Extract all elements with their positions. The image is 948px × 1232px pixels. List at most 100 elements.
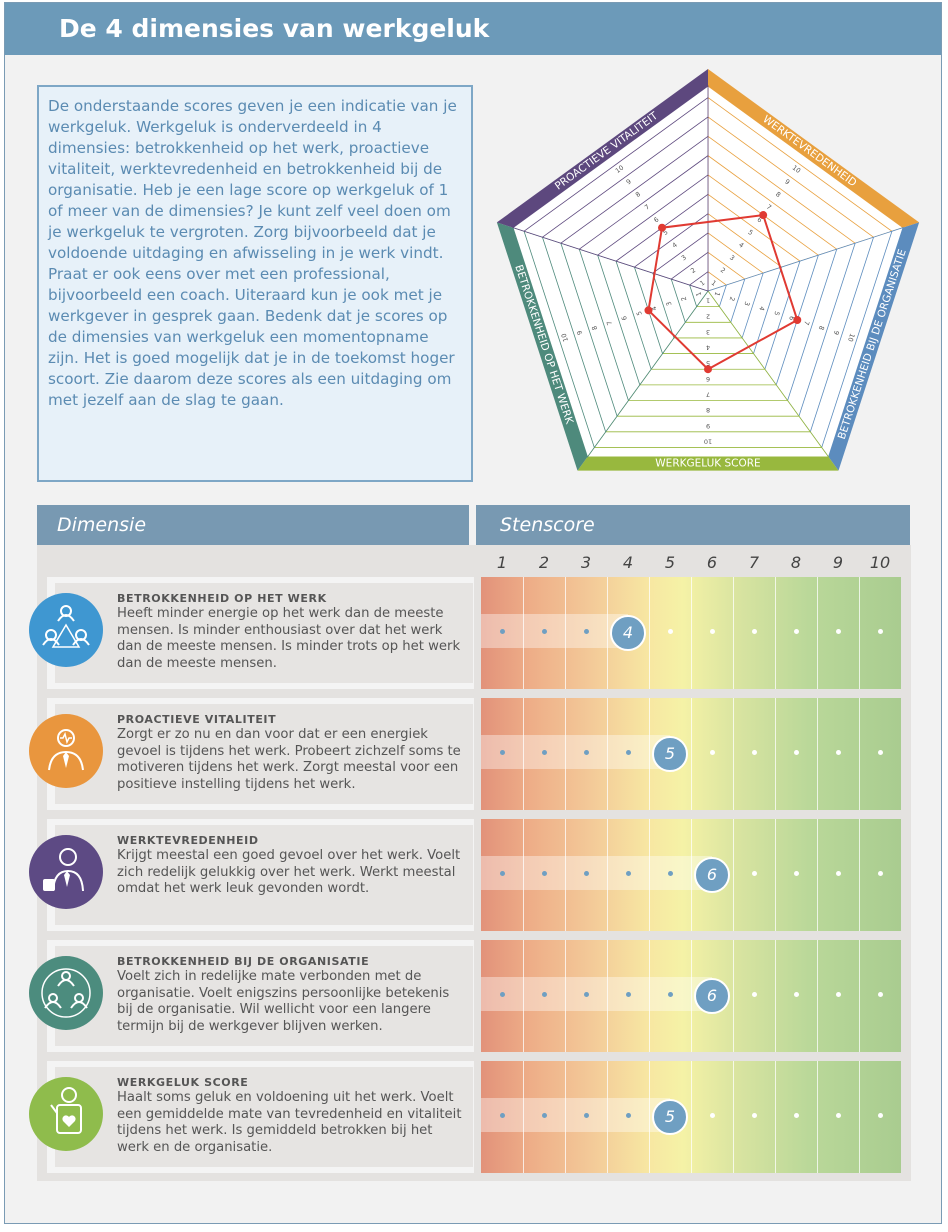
dimension-description: Haalt soms geluk en voldoening uit het w… [117,1090,462,1155]
scale-gridline [859,577,860,689]
radar-band [708,69,920,228]
radar-tick-label: 5 [706,359,710,367]
scale-dot [499,992,505,997]
radar-tick-label: 6 [652,215,660,224]
radar-gridline [707,193,801,262]
radar-tick-label: 1 [706,297,710,305]
dimension-row: WERKTEVREDENHEID Krijgt meestal een goed … [29,819,911,931]
page-header: De 4 dimensies van werkgeluk [5,3,941,55]
radar-tick-label: 3 [742,300,751,306]
radar-gridline [707,213,782,268]
radar-score-point [644,306,653,315]
scale-gridline [649,577,650,689]
radar-gridline [542,116,709,238]
scale-gridline [607,1061,608,1173]
radar-gridline [652,272,675,339]
radar-band [496,222,588,471]
score-band [481,856,712,890]
radar-gridline [707,97,893,232]
radar-gridline [597,174,709,256]
scale-number: 6 [706,553,718,572]
score-marker: 4 [610,615,646,651]
radar-tick-label: 2 [706,312,710,320]
intro-text: De onderstaande scores geven je een indi… [48,97,457,409]
scale-gridline [817,940,818,1052]
scale-gridline [607,577,608,689]
radar-tick-label: 2 [719,266,727,275]
radar-tick-label: 2 [689,266,697,275]
scale-dot [835,871,841,876]
scale-number: 7 [748,553,760,572]
radar-gridline [560,243,618,417]
team-network-icon [29,593,103,667]
dimension-description: Zorgt er zo nu en dan voor dat er een en… [117,727,461,792]
scale-dot [499,1113,505,1118]
vitality-person-icon [29,714,103,788]
scale-dot [793,871,799,876]
scale-gridline [817,819,818,931]
dimension-card-body: WERKTEVREDENHEID Krijgt meestal een goed … [55,825,473,925]
dimension-row: BETROKKENHEID BIJ DE ORGANISATIE Voelt zi… [29,940,911,1052]
radar-tick-label: 4 [737,241,745,250]
radar-tick-label: 7 [706,391,710,399]
radar-tick-label: 6 [787,315,796,321]
stenscore-bar: 6 [481,819,901,931]
dimension-card: BETROKKENHEID BIJ DE ORGANISATIE Voelt zi… [29,940,474,1052]
dimension-card-body: WERKGELUK SCORE Haalt soms geluk en voldo… [55,1067,473,1167]
column-header-stenscore: Stenscore [476,505,910,545]
scale-dot [625,992,631,997]
score-marker: 5 [652,1099,688,1135]
radar-tick-label: 10 [704,437,712,445]
radar-score-point [759,211,768,220]
radar-tick-label: 9 [706,422,710,430]
radar-gridline [707,271,727,286]
radar-gridline [707,135,856,244]
scale-gridline [817,577,818,689]
scale-dot [877,750,883,755]
radar-tick-label: 8 [590,325,599,331]
scale-dot [751,992,757,997]
radar-gridline [670,278,686,323]
scale-dot [625,750,631,755]
thumbs-up-person-icon [29,835,103,909]
radar-band [828,222,920,471]
scale-gridline [775,577,776,689]
scale-number: 3 [580,553,592,572]
scale-number: 5 [664,553,676,572]
scale-dot [709,1113,715,1118]
scale-gridline [859,940,860,1052]
scale-dot [835,992,841,997]
scale-dot [541,992,547,997]
scale-number: 4 [622,553,634,572]
scale-gridline [523,698,524,810]
radar-tick-label: 5 [746,228,754,237]
radar-tick-label: 1 [710,279,718,288]
scale-number: 2 [538,553,550,572]
dimension-title: WERKTEVREDENHEID [117,834,259,847]
organisation-cycle-icon [29,956,103,1030]
scale-numbers: 1 2 3 4 5 6 7 8 9 10 [481,553,901,575]
scale-gridline [691,698,692,810]
radar-tick-label: 1 [713,291,722,297]
scale-dot [835,629,841,634]
scale-dot [667,871,673,876]
scale-dot [793,750,799,755]
dimension-description: Heeft minder energie op het werk dan de … [117,606,461,671]
radar-tick-label: 6 [756,215,764,224]
report-page: De 4 dimensies van werkgeluk De ondersta… [4,2,942,1224]
scale-gridline [649,1061,650,1173]
scale-gridline [649,940,650,1052]
dimension-card: WERKGELUK SCORE Haalt soms geluk en voldo… [29,1061,474,1173]
radar-tick-label: 4 [671,241,679,250]
radar-tick-label: 6 [620,315,629,321]
scale-dot [583,750,589,755]
scale-dot [793,629,799,634]
scale-gridline [565,1061,566,1173]
radar-band [577,456,839,471]
scale-gridline [775,698,776,810]
radar-tick-label: 9 [832,329,841,335]
radar-gridline [809,237,874,432]
scale-gridline [565,577,566,689]
radar-gridline [730,278,746,323]
radar-axis-label: WERKGELUK SCORE [655,458,760,470]
